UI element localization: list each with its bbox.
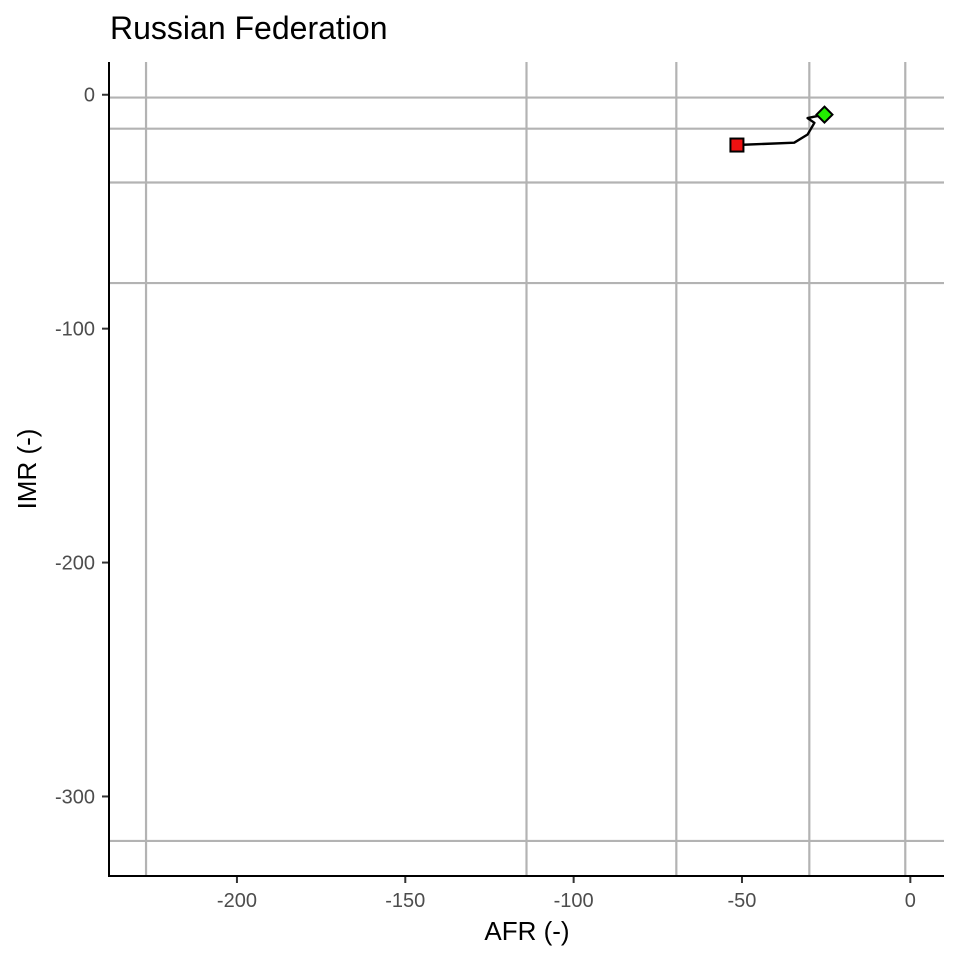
y-axis-title: IMR (-) <box>12 429 42 510</box>
chart-title: Russian Federation <box>110 10 387 46</box>
grid-lines <box>109 62 944 876</box>
trajectory-series <box>729 105 834 153</box>
x-tick-label: -100 <box>554 890 594 912</box>
x-tick-label: 0 <box>905 890 916 912</box>
x-tick-label: -200 <box>217 890 257 912</box>
y-tick-label: -200 <box>55 553 95 575</box>
trajectory-line-0 <box>736 113 825 147</box>
y-tick-label: -100 <box>55 319 95 341</box>
y-tick-label: -300 <box>55 786 95 808</box>
axis-ticks <box>102 93 912 883</box>
y-tick-label: 0 <box>84 85 95 107</box>
x-tick-label: -50 <box>728 890 757 912</box>
x-tick-label: -150 <box>385 890 425 912</box>
start-point-marker <box>729 137 745 153</box>
x-axis-title: AFR (-) <box>484 916 569 946</box>
end-point-marker <box>815 105 834 125</box>
axis-tick-labels: -200 -150 -100 -50 0 -300 -200 -100 0 <box>55 85 916 912</box>
